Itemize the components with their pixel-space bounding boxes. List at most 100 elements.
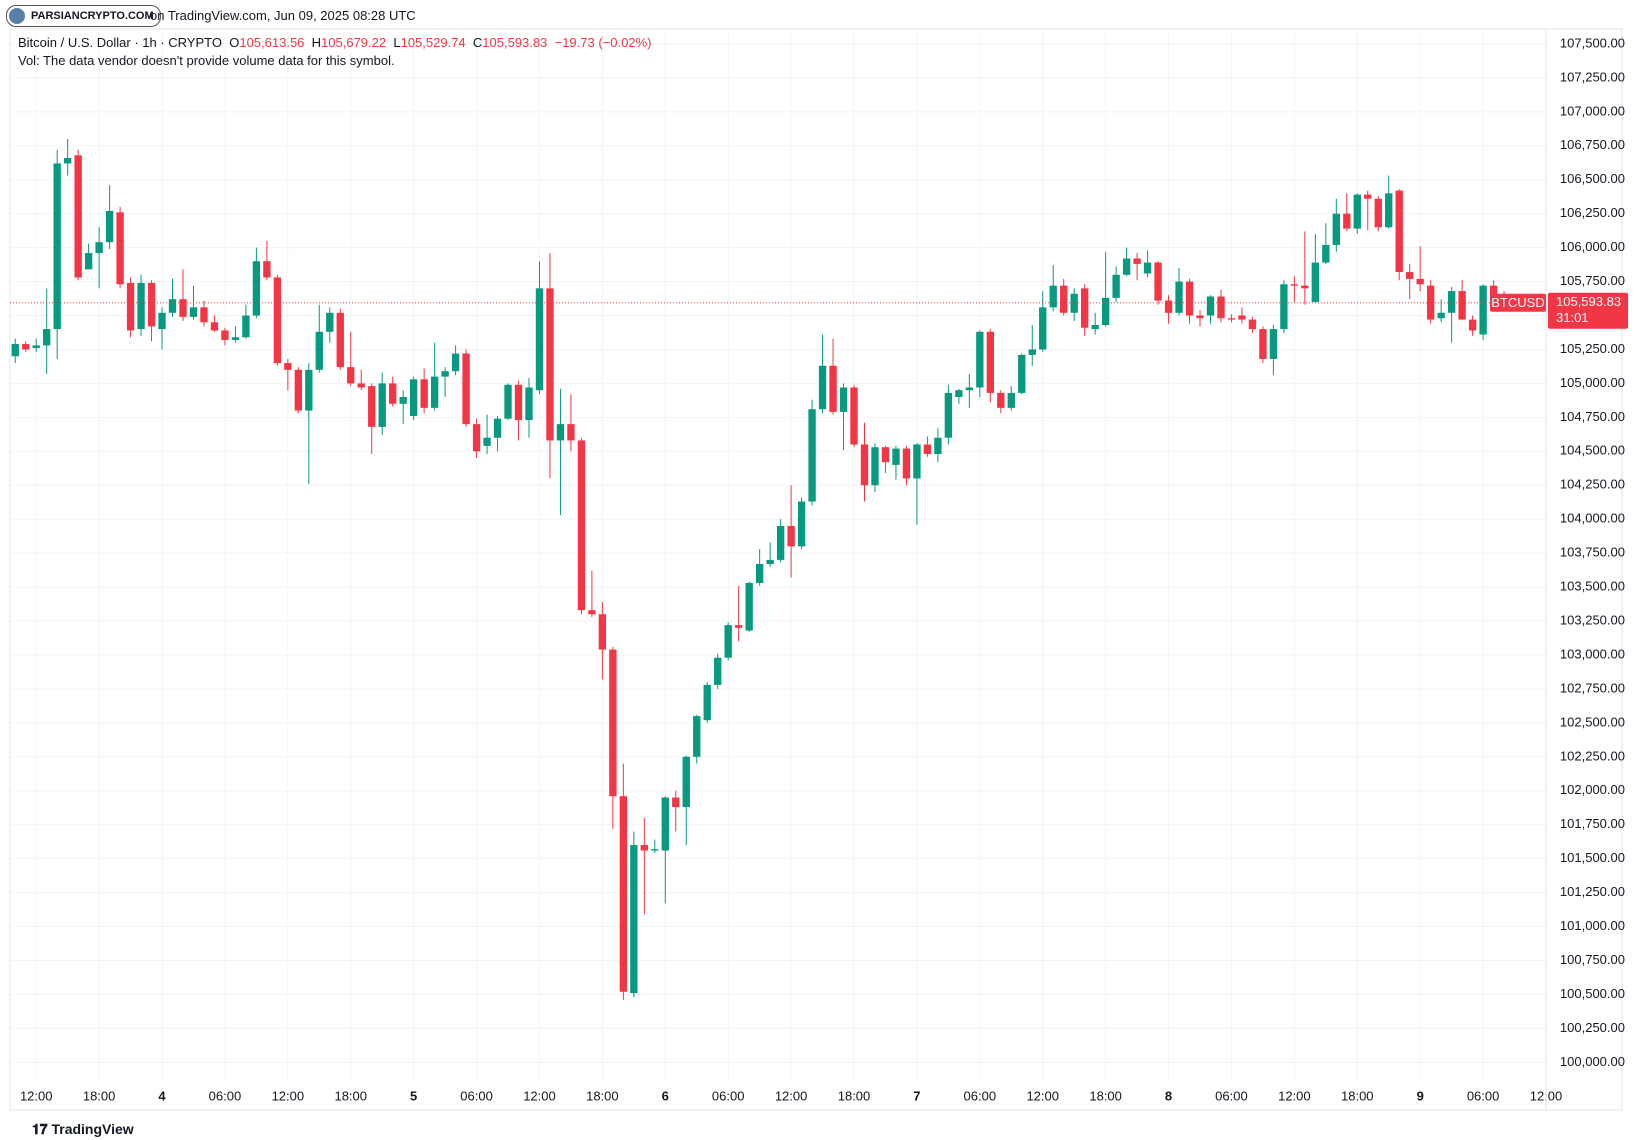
h-label: H (311, 35, 322, 50)
candle-body (11, 344, 19, 357)
candle-body (640, 845, 648, 851)
candle-body (63, 157, 72, 164)
candle-body (105, 210, 114, 243)
x-tick-label: 06:00 (1467, 1088, 1500, 1103)
close: 105,593.83 (482, 35, 548, 50)
candle-body (1269, 329, 1278, 359)
candle-body (1290, 284, 1299, 286)
candle-body (514, 384, 523, 421)
candle-body (1248, 319, 1257, 330)
y-tick-label: 101,750.00 (1560, 816, 1625, 831)
x-tick-label: 18:00 (1341, 1088, 1374, 1103)
candle-body (860, 444, 869, 486)
candle-body (284, 363, 292, 370)
candle-body (839, 387, 848, 412)
candle-body (1164, 300, 1173, 313)
x-tick-label: 8 (1165, 1088, 1172, 1103)
candle-body (535, 288, 544, 391)
candle-body (1206, 296, 1215, 316)
x-tick-label: 5 (410, 1088, 417, 1103)
candle-body (609, 649, 617, 797)
candle-body (430, 376, 439, 408)
x-tick-label: 7 (913, 1088, 920, 1103)
candle-body (1280, 284, 1288, 330)
change: −19.73 (554, 35, 595, 50)
candle-body (347, 367, 355, 384)
y-tick-label: 103,250.00 (1560, 612, 1625, 627)
y-tick-label: 105,000.00 (1560, 375, 1625, 390)
candle-body (1196, 315, 1204, 319)
y-tick-label: 104,000.00 (1560, 511, 1625, 526)
candle-body (1217, 296, 1225, 319)
candle-body (944, 392, 953, 438)
y-tick-label: 107,500.00 (1560, 35, 1625, 50)
y-tick-label: 100,500.00 (1560, 986, 1625, 1001)
candle-body (714, 657, 722, 685)
x-tick-label: 18:00 (334, 1088, 367, 1103)
candle-body (797, 501, 806, 547)
candle-body (577, 440, 586, 611)
candle-body (745, 583, 753, 631)
candle-body (147, 282, 156, 327)
candle-body (32, 345, 40, 349)
candle-body (1028, 349, 1036, 355)
candle-body (221, 330, 229, 340)
candle-body (724, 625, 732, 658)
candle-body (556, 424, 565, 441)
x-tick-label: 06:00 (209, 1088, 242, 1103)
candle-body (189, 307, 198, 317)
candle-body (766, 559, 774, 565)
candle-body (200, 307, 208, 323)
x-tick-label: 12:00 (775, 1088, 808, 1103)
y-tick-label: 104,500.00 (1560, 443, 1625, 458)
candle-body (1154, 262, 1162, 301)
candle-body (294, 369, 302, 411)
y-tick-label: 102,250.00 (1560, 748, 1625, 763)
candle-body (137, 282, 145, 330)
candle-body (1112, 274, 1120, 298)
candle-body (986, 331, 994, 393)
y-tick-label: 100,750.00 (1560, 952, 1625, 967)
y-tick-label: 105,750.00 (1560, 273, 1625, 288)
candle-body (357, 383, 365, 388)
x-tick-label: 18:00 (586, 1088, 619, 1103)
candle-body (462, 353, 470, 425)
candle-body (126, 282, 135, 331)
candle-body (1039, 307, 1047, 350)
l-label: L (393, 35, 401, 50)
candle-body (1133, 258, 1141, 264)
candle-body (389, 383, 397, 404)
candle-body (567, 424, 575, 441)
y-tick-label: 101,000.00 (1560, 918, 1625, 933)
y-tick-label: 102,750.00 (1560, 680, 1625, 695)
candle-body (1311, 262, 1320, 302)
candle-body (672, 797, 680, 808)
candle-body (1489, 285, 1498, 301)
candle-body (1437, 312, 1445, 319)
x-tick-label: 06:00 (712, 1088, 745, 1103)
candle-body (210, 322, 219, 331)
candle-body (1458, 291, 1466, 320)
y-tick-label: 103,000.00 (1560, 646, 1625, 661)
x-tick-label: 18:00 (1089, 1088, 1122, 1103)
candle-body (305, 369, 313, 411)
candle-body (1343, 213, 1351, 229)
ohlc-legend: Bitcoin / U.S. Dollar · 1h · CRYPTO O105… (18, 35, 651, 50)
candle-body (1049, 285, 1057, 308)
symbol-badge (1490, 293, 1546, 312)
y-tick-label: 103,500.00 (1560, 579, 1625, 594)
price-badge (1548, 292, 1628, 329)
candle-body (965, 387, 974, 391)
y-tick-label: 107,000.00 (1560, 103, 1625, 118)
y-tick-label: 103,750.00 (1560, 545, 1625, 560)
candle-body (1175, 281, 1183, 313)
candle-body (95, 242, 103, 254)
x-tick-label: 06:00 (964, 1088, 997, 1103)
candle-body (787, 525, 795, 547)
x-tick-label: 18:00 (83, 1088, 116, 1103)
x-tick-label: 12:00 (523, 1088, 556, 1103)
candle-body (1259, 329, 1267, 359)
candle-body (682, 756, 690, 808)
candle-body (934, 437, 942, 455)
